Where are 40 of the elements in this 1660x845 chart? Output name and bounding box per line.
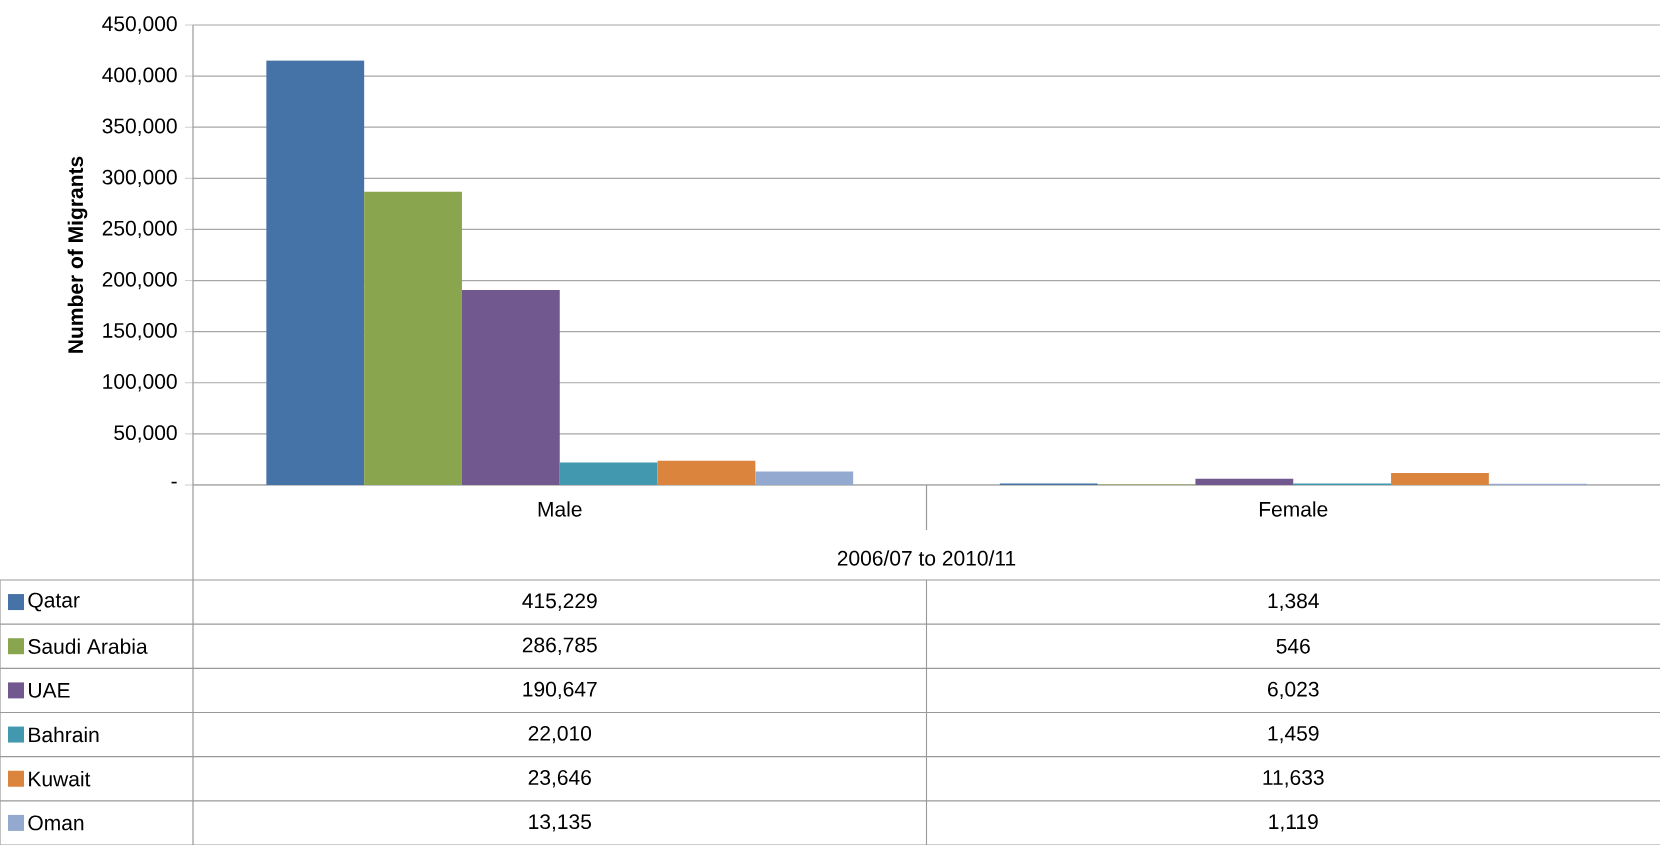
y-tick-label: 350,000 [102, 118, 177, 136]
data-label: 13,135 [529, 814, 591, 832]
x-tick-label: Male [538, 501, 582, 517]
data-label: 415,229 [522, 593, 597, 611]
bar [657, 460, 756, 485]
bar [755, 471, 854, 485]
bar [266, 60, 365, 485]
y-tick-label: 150,000 [103, 322, 177, 341]
data-label: 23,646 [528, 770, 591, 788]
data-label: 1,119 [1269, 814, 1318, 832]
data-label: 11,633 [1263, 770, 1324, 788]
bar [1195, 478, 1294, 485]
y-tick-label: 250,000 [102, 220, 177, 239]
bar [559, 462, 658, 485]
bar [461, 290, 560, 485]
x-tick-label: Female [1259, 501, 1328, 517]
data-label: 22,010 [528, 725, 592, 744]
data-label: 1,459 [1268, 725, 1319, 744]
legend-label: UAE [29, 683, 70, 698]
y-tick-label: 450,000 [102, 16, 177, 34]
legend-label: Kuwait [29, 771, 91, 787]
data-label: 6,023 [1268, 681, 1319, 700]
y-tick-label: 100,000 [103, 374, 177, 392]
legend-label: Bahrain [29, 726, 99, 743]
data-label: 190,647 [523, 681, 597, 700]
data-label: 1,384 [1268, 593, 1319, 611]
legend-label: Qatar [28, 592, 80, 612]
y-axis-title: Number of Migrants [67, 156, 88, 353]
x-axis-title: 2006/07 to 2010/11 [837, 550, 1016, 566]
bar [364, 191, 462, 485]
data-label: 546 [1276, 638, 1310, 654]
y-tick-label: 300,000 [102, 169, 177, 188]
y-tick-label: 200,000 [102, 271, 177, 290]
data-label: 286,785 [522, 637, 597, 655]
y-tick-label: 400,000 [102, 67, 177, 85]
bar [1391, 473, 1489, 485]
legend-label: Saudi Arabia [28, 638, 148, 654]
legend-label: Oman [28, 815, 84, 831]
y-tick-label: - [171, 481, 177, 484]
y-tick-label: 50,000 [114, 425, 177, 443]
